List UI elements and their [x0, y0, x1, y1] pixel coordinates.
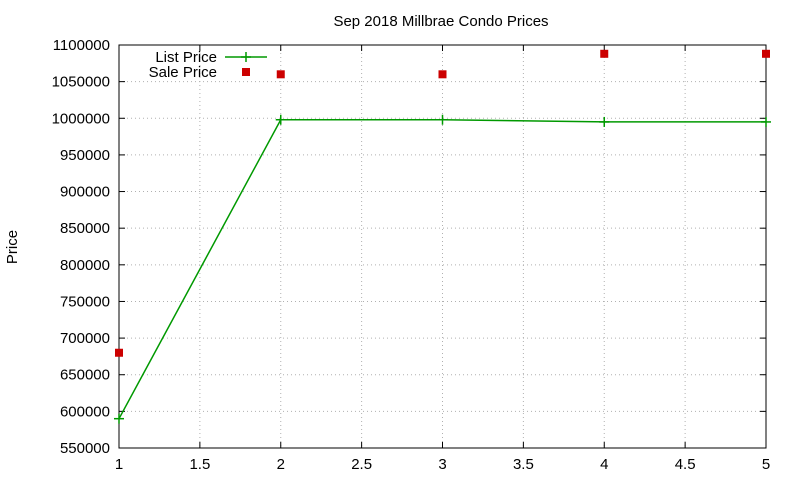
data-point — [600, 49, 609, 58]
x-tick-label: 2 — [277, 456, 285, 473]
x-tick-label: 5 — [762, 456, 770, 473]
data-point — [115, 348, 123, 357]
legend-label: List Price — [155, 49, 217, 66]
data-point — [114, 413, 124, 424]
y-tick-label: 1100000 — [53, 37, 110, 54]
y-tick-label: 650000 — [60, 367, 110, 384]
legend-swatch-marker — [241, 52, 251, 62]
y-tick-label: 1000000 — [52, 110, 110, 127]
y-tick-label: 550000 — [60, 440, 110, 457]
data-point — [761, 116, 771, 127]
series — [114, 49, 771, 424]
y-axis-label: Price — [4, 230, 21, 264]
x-tick-label: 1.5 — [189, 456, 210, 473]
y-tick-label: 800000 — [60, 257, 110, 274]
y-tick-label: 600000 — [60, 403, 110, 420]
x-tick-label: 3.5 — [513, 456, 534, 473]
grid — [119, 45, 766, 448]
x-tick-label: 1 — [115, 456, 123, 473]
data-point — [599, 116, 610, 127]
y-tick-label: 700000 — [60, 330, 110, 347]
legend-swatch-marker — [242, 68, 250, 76]
data-point — [275, 114, 286, 125]
x-tick-label: 4 — [600, 456, 608, 473]
x-tick-label: 4.5 — [675, 456, 696, 473]
x-tick-label: 2.5 — [351, 456, 372, 473]
series-list-price — [114, 114, 771, 424]
legend-label: Sale Price — [149, 64, 217, 81]
axes: 1 1.5 2 2.5 3 3.5 4 4.5 5 550000 600000 650000 70000… — [52, 37, 771, 473]
data-point — [437, 114, 448, 125]
data-point — [762, 49, 770, 58]
y-tick-label: 1050000 — [52, 74, 110, 91]
x-tick-label: 3 — [438, 456, 446, 473]
y-tick-label: 950000 — [60, 147, 110, 164]
data-point — [276, 70, 285, 79]
y-tick-label: 750000 — [60, 293, 110, 310]
y-tick-label: 850000 — [60, 220, 110, 237]
y-tick-label: 900000 — [60, 184, 110, 201]
chart-title: Sep 2018 Millbrae Condo Prices — [333, 13, 548, 30]
data-point — [438, 70, 447, 79]
series-sale-price — [115, 49, 770, 357]
